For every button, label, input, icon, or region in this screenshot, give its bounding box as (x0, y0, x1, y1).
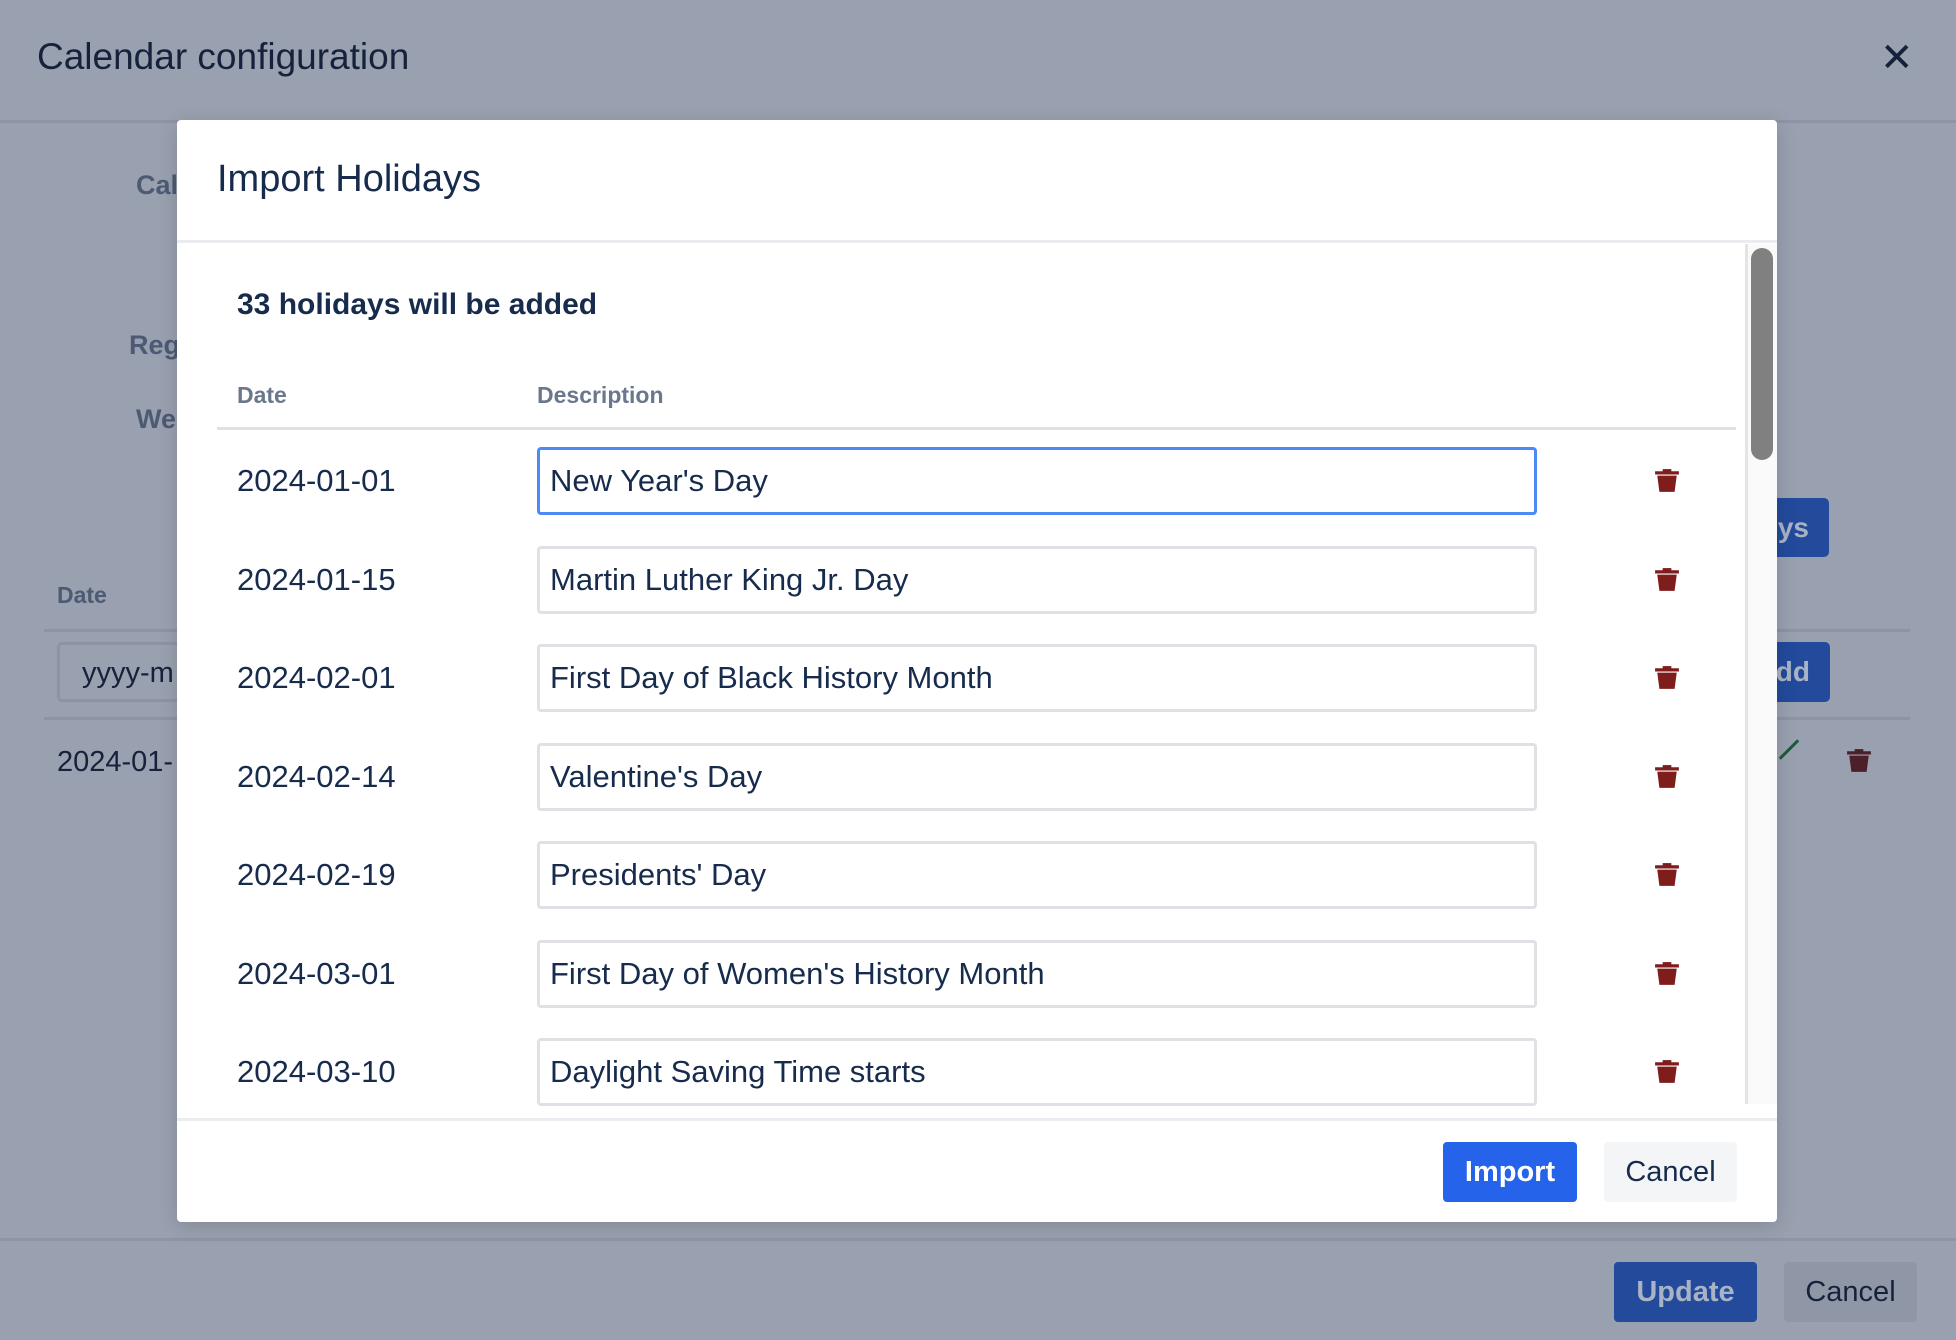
import-holidays-dialog: Import Holidays 33 holidays will be adde… (177, 120, 1777, 1222)
scrollbar-thumb[interactable] (1751, 248, 1773, 460)
trash-icon[interactable] (1654, 567, 1680, 593)
description-input[interactable]: Daylight Saving Time starts (537, 1038, 1537, 1106)
table-row: 2024-01-15 Martin Luther King Jr. Day (177, 531, 1737, 629)
trash-icon[interactable] (1846, 748, 1872, 774)
footer-divider (177, 1118, 1777, 1121)
description-input[interactable]: First Day of Black History Month (537, 644, 1537, 712)
date-column-header: Date (57, 582, 107, 608)
dialog-title: Import Holidays (217, 158, 481, 200)
trash-icon[interactable] (1654, 1059, 1680, 1085)
description-input[interactable]: Presidents' Day (537, 841, 1537, 909)
cancel-button[interactable]: Cancel (1604, 1142, 1737, 1202)
date-input[interactable]: yyyy-m (57, 642, 257, 702)
region-label: Reg (129, 330, 181, 360)
holiday-date: 2024-01-15 (237, 561, 396, 597)
holiday-date: 2024-01-01 (237, 463, 396, 498)
import-button[interactable]: Import (1443, 1142, 1577, 1202)
header-divider (177, 240, 1777, 243)
description-input[interactable]: Valentine's Day (537, 742, 1537, 811)
holiday-date: 2024-02-14 (237, 758, 396, 794)
table-row: 2024-02-01 First Day of Black History Mon… (177, 629, 1737, 727)
footer-divider (0, 1238, 1956, 1241)
description-column-header: Description (537, 382, 664, 408)
check-icon[interactable] (1778, 739, 1800, 760)
trash-icon[interactable] (1654, 468, 1680, 494)
update-button[interactable]: Update (1614, 1262, 1757, 1322)
trash-icon[interactable] (1654, 961, 1680, 987)
page-title: Calendar configuration (37, 36, 410, 77)
holiday-date: 2024-02-01 (237, 660, 396, 695)
cancel-button[interactable]: Cancel (1784, 1262, 1917, 1322)
table-row: 2024-02-19 Presidents' Day (177, 826, 1737, 924)
holiday-date: 2024-02-19 (237, 857, 396, 892)
trash-icon[interactable] (1654, 665, 1680, 691)
close-icon[interactable]: ✕ (1880, 36, 1914, 80)
weekend-label: We (136, 404, 177, 434)
date-column-header: Date (237, 382, 287, 408)
table-header-divider (217, 427, 1736, 430)
table-row: 2024-03-10 Daylight Saving Time starts (177, 1023, 1737, 1121)
description-input[interactable]: Martin Luther King Jr. Day (537, 545, 1537, 614)
table-row: 2024-03-01 First Day of Women's History M… (177, 925, 1737, 1023)
description-input[interactable]: First Day of Women's History Month (537, 939, 1537, 1008)
holiday-date: 2024-03-10 (237, 1054, 396, 1089)
table-row: 2024-02-14 Valentine's Day (177, 728, 1737, 826)
description-input[interactable]: New Year's Day (537, 447, 1537, 515)
holiday-date: 2024-03-01 (237, 955, 396, 991)
holiday-date: 2024-01- (57, 746, 174, 778)
trash-icon[interactable] (1654, 764, 1680, 790)
trash-icon[interactable] (1654, 862, 1680, 888)
holiday-count: 33 holidays will be added (237, 288, 598, 321)
table-row: 2024-01-01 New Year's Day (177, 432, 1737, 530)
calendar-label: Cal (136, 170, 179, 200)
